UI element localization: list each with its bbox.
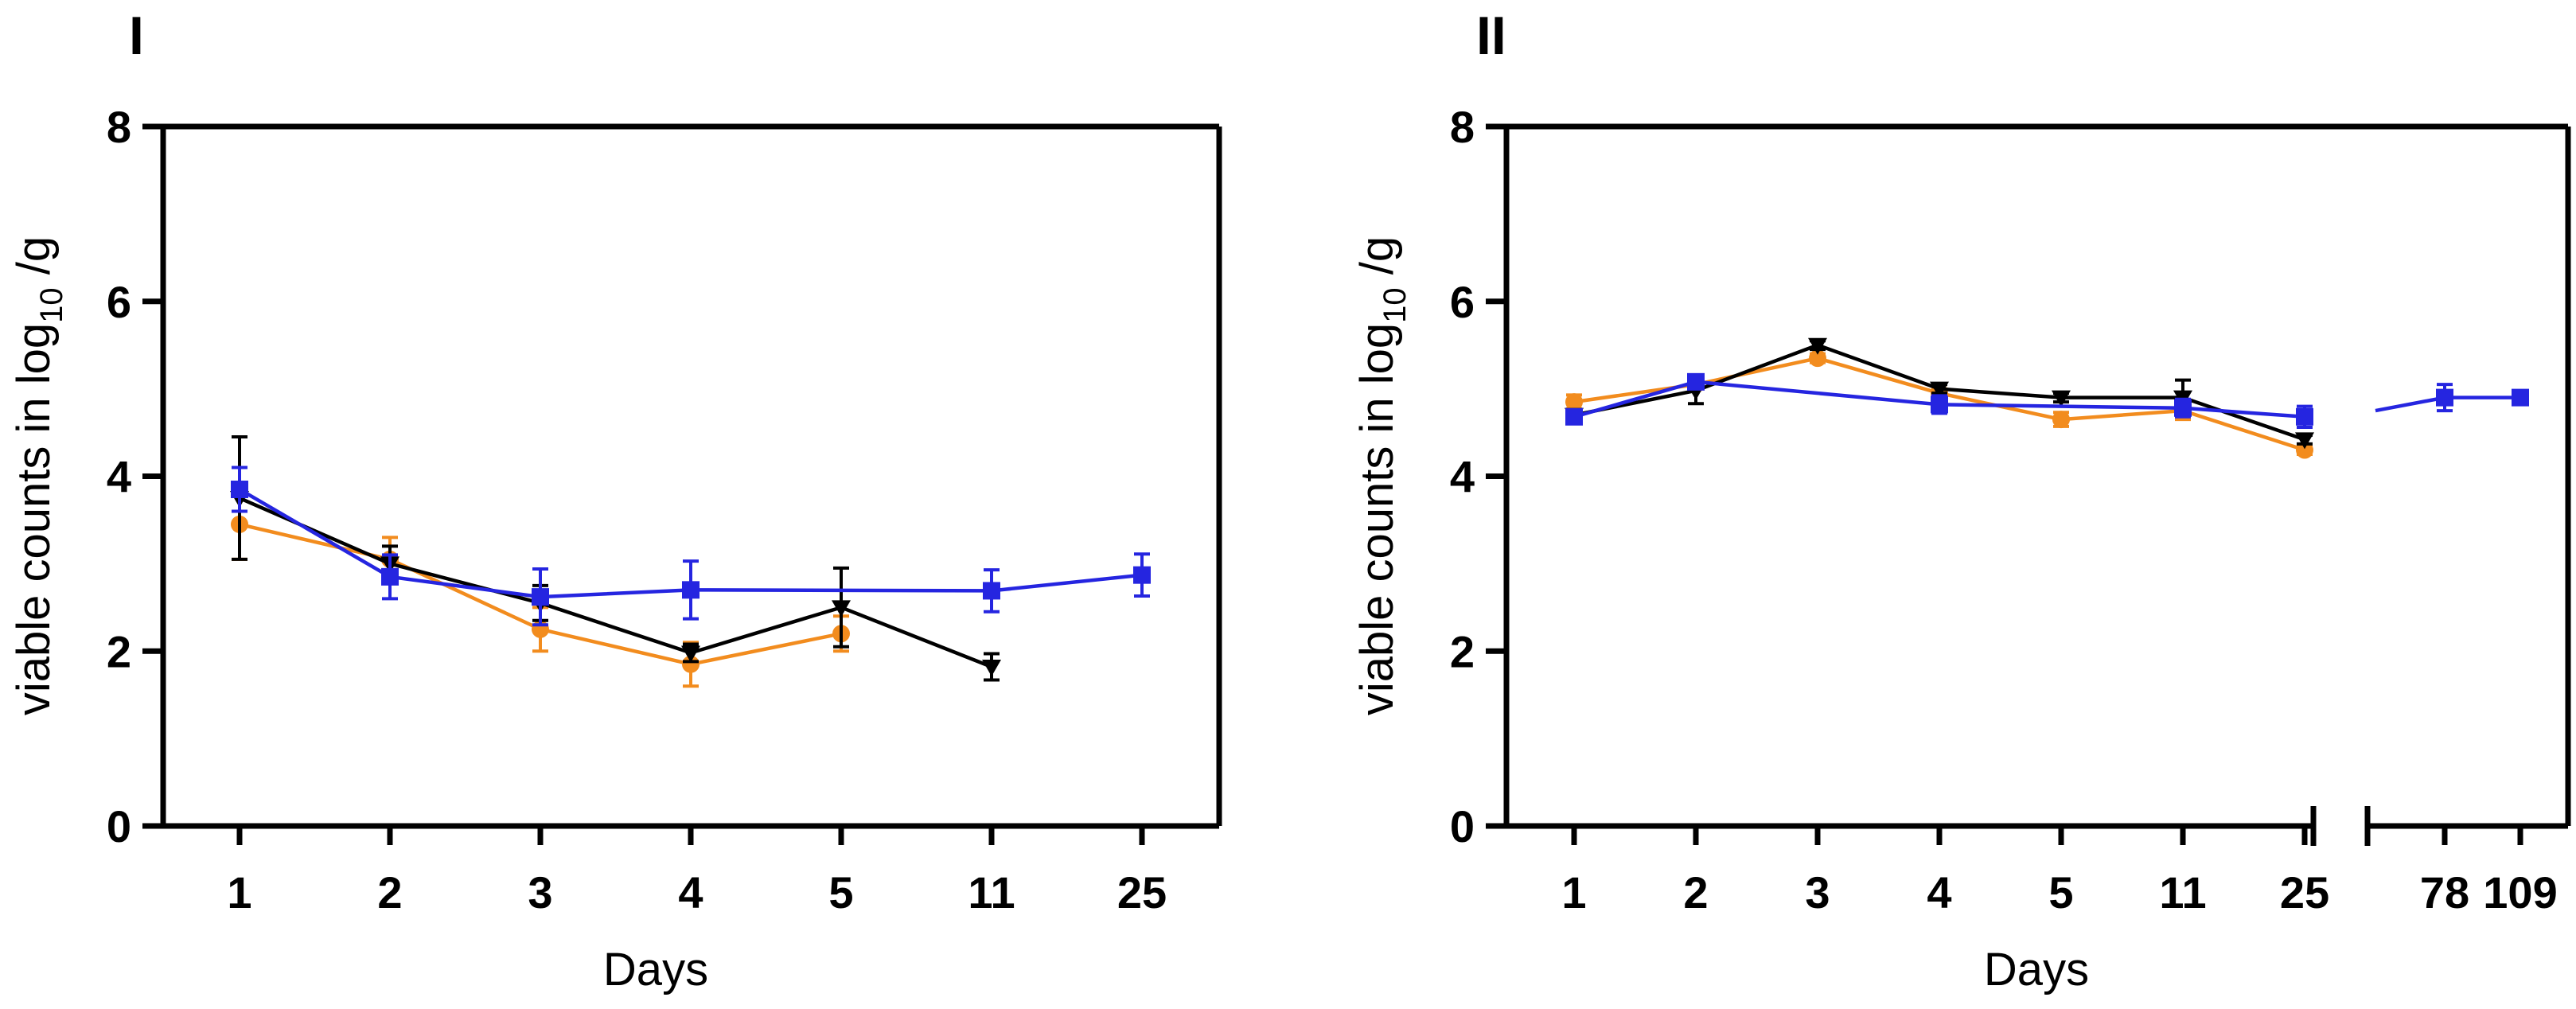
point-p1-blue-2 [532,588,549,606]
chart-panel-1: I 0 2 4 6 8 1 2 3 4 5 11 25 Days viable counts in … [8,6,1222,995]
point-p2-black-4 [2052,390,2071,407]
point-p2-orange-0 [1565,393,1583,411]
point-p1-black-3 [681,645,700,663]
x-tick-label-2-11: 11 [2159,867,2206,917]
point-p2-orange-6 [2296,441,2313,459]
y-axis-label-main-1: viable counts in log [8,323,60,715]
y-tick-label-1-6: 6 [107,277,131,327]
x-tick-label-1-3: 3 [528,867,552,917]
series-line-break-connector [2375,395,2445,413]
series-p2-blue [1565,372,2313,429]
point-p2-blue-1 [1687,372,1705,391]
x-tick-label-1-2: 2 [377,867,402,917]
point-p2-blue-3 [1931,395,1948,414]
panel-label-1: I [129,6,144,66]
point-p1-blue-1 [381,567,399,586]
y-tick-label-2-6: 6 [1450,277,1475,327]
point-p2b-blue-1 [2512,388,2529,407]
x-tick-label-2-109: 109 [2483,867,2557,917]
point-p1-blue-0 [231,480,248,498]
series-p1-black [230,435,1001,682]
chart-panel-2: II 0 2 4 6 8 1 2 3 4 5 11 25 78 109 Days viable coun… [1351,6,2571,995]
y-axis-label-1: viable counts in log10 /g [8,236,69,715]
x-tick-label-2-3: 3 [1805,867,1830,917]
x-tick-label-1-11: 11 [968,867,1015,917]
point-p2-orange-4 [2052,411,2070,429]
y-axis-label-end-1: /g [8,236,60,288]
x-tick-label-1-4: 4 [678,867,703,917]
x-tick-label-2-4: 4 [1927,867,1951,917]
y-tick-label-1-4: 4 [107,452,131,502]
point-p2b-blue-0 [2436,388,2453,407]
y-tick-label-2-0: 0 [1450,801,1475,851]
y-tick-label-2-4: 4 [1450,452,1475,502]
y-axis-label-sub-1: 10 [34,287,69,323]
y-tick-label-2-2: 2 [1450,626,1475,676]
series-p2b-blue [2436,383,2529,413]
y-ticks-2: 0 2 4 6 8 [1450,102,1506,851]
series-group-1 [230,435,1151,688]
x-tick-label-2-5: 5 [2048,867,2073,917]
y-tick-label-2-8: 8 [1450,102,1475,152]
x-tick-label-2-78: 78 [2420,867,2469,917]
x-tick-label-2-1: 1 [1561,867,1586,917]
y-axis-label-2: viable counts in log10 /g [1351,236,1413,715]
series-group-2 [1565,337,2529,459]
y-tick-label-1-8: 8 [107,102,131,152]
panel-label-2: II [1476,6,1506,66]
point-p2-blue-0 [1565,407,1583,426]
series-p1-blue [231,466,1151,627]
x-tick-label-1-25: 25 [1117,867,1167,917]
point-p1-blue-6 [1133,566,1151,584]
x-tick-label-1-5: 5 [828,867,853,917]
y-axis-label-main-2: viable counts in log [1351,323,1403,715]
y-tick-label-1-2: 2 [107,626,131,676]
point-p1-black-4 [832,600,851,617]
point-p2-black-3 [1930,381,1949,399]
point-p2-blue-6 [2296,407,2313,426]
x-tick-label-1-1: 1 [227,867,251,917]
series-line-p1-black [239,496,992,669]
series-p2-black [1565,337,2314,450]
point-p1-blue-3 [682,581,700,599]
point-p1-blue-5 [983,582,1000,600]
series-line-p1-blue [238,488,1143,599]
x-axis-label-2: Days [1984,944,2089,995]
point-p1-black-5 [982,660,1001,677]
y-axis-label-end-2: /g [1351,236,1403,288]
y-tick-label-1-0: 0 [107,801,131,851]
y-ticks-1: 0 2 4 6 8 [107,102,163,851]
x-tick-label-2-2: 2 [1683,867,1708,917]
point-p1-orange-3 [682,655,700,673]
x-ticks-1: 1 2 3 4 5 11 25 [227,826,1167,917]
point-p2-black-2 [1808,337,1827,355]
x-ticks-2: 1 2 3 4 5 11 25 78 109 [1561,826,2558,917]
point-p2-orange-2 [1809,349,1826,368]
x-axis-label-1: Days [603,944,708,995]
point-p2-black-6 [2295,432,2314,450]
y-axis-label-sub-2: 10 [1378,287,1413,323]
point-p2-blue-5 [2174,399,2192,417]
x-tick-label-2-25: 25 [2280,867,2329,917]
